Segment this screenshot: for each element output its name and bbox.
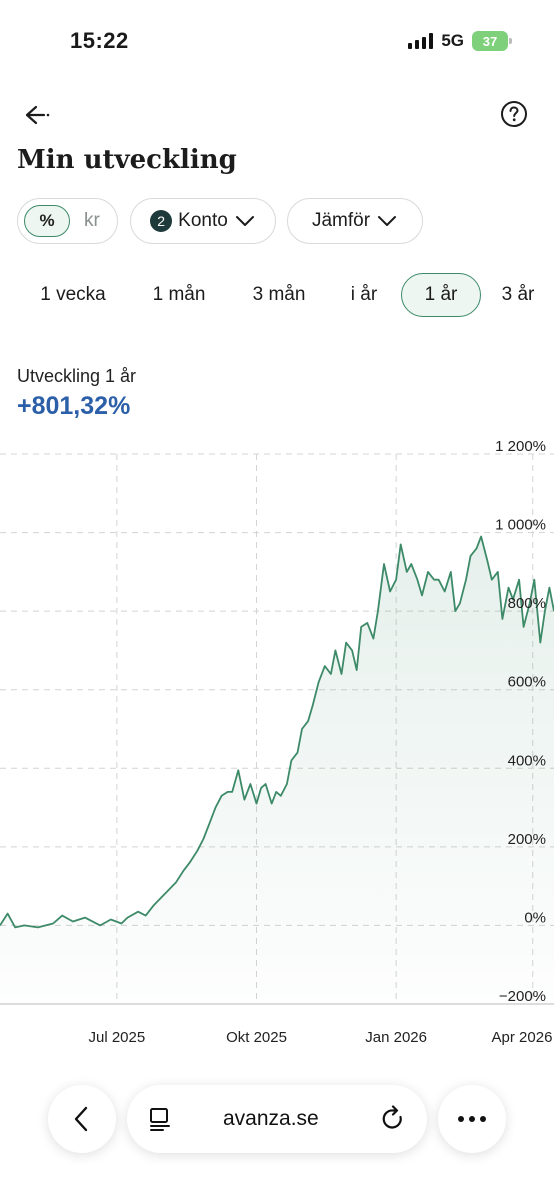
signal-icon [408, 33, 434, 49]
status-bar: 15:22 5G 37 [0, 0, 554, 80]
tab-i-ar[interactable]: i år [350, 284, 378, 305]
browser-url-bar[interactable]: avanza.se [127, 1085, 427, 1153]
konto-filter-button[interactable]: 2 Konto [130, 198, 276, 244]
page-title: Min utveckling [17, 145, 237, 175]
konto-count-badge: 2 [150, 210, 173, 232]
chart-area-fill [0, 536, 554, 1004]
more-horizontal-icon [458, 1116, 486, 1122]
reload-icon[interactable] [380, 1105, 406, 1133]
performance-chart[interactable]: 1 200% 1 000% 800% 600% 400% 200% 0% −200% Jul … [0, 430, 554, 1060]
y-tick-label: 1 200% [495, 438, 546, 455]
tab-3-ar[interactable]: 3 år [501, 284, 535, 305]
compare-label: Jämför [311, 210, 371, 231]
y-tick-label: 200% [508, 831, 546, 848]
unit-kr-option[interactable]: kr [84, 210, 100, 231]
arrow-left-icon [25, 105, 50, 125]
y-tick-label: 600% [508, 674, 546, 691]
x-tick-label: Jan 2026 [365, 1029, 427, 1046]
tab-1-ar[interactable]: 1 år [401, 273, 481, 317]
y-tick-label: 800% [508, 595, 546, 612]
help-button[interactable] [500, 100, 528, 128]
status-indicators: 5G 37 [408, 31, 512, 51]
tab-1-vecka[interactable]: 1 vecka [40, 284, 106, 305]
y-tick-label: 0% [524, 909, 546, 926]
chevron-left-icon [74, 1106, 88, 1132]
status-time: 15:22 [70, 28, 129, 53]
battery-icon: 37 [472, 31, 512, 51]
question-circle-icon [501, 101, 527, 127]
performance-value: +801,32% [17, 392, 131, 420]
more-options-button[interactable] [438, 1085, 506, 1153]
back-button[interactable] [20, 100, 54, 130]
unit-percent-option[interactable]: % [24, 205, 70, 237]
unit-toggle[interactable]: % kr [17, 198, 118, 244]
compare-button[interactable]: Jämför [287, 198, 423, 244]
konto-label: Konto [178, 210, 228, 231]
reader-mode-icon[interactable] [149, 1107, 173, 1131]
chevron-down-icon [235, 216, 254, 226]
tab-3-man[interactable]: 3 mån [252, 284, 306, 305]
x-tick-label: Apr 2026 [492, 1029, 553, 1046]
y-tick-label: 400% [508, 752, 546, 769]
network-type: 5G [441, 31, 464, 50]
chart-series-line [0, 535, 554, 929]
x-tick-label: Okt 2025 [226, 1029, 287, 1046]
y-tick-label: 1 000% [495, 517, 546, 534]
chevron-down-icon [378, 216, 397, 226]
url-text[interactable]: avanza.se [223, 1107, 319, 1130]
performance-label: Utveckling 1 år [17, 366, 137, 386]
browser-back-button[interactable] [48, 1085, 116, 1153]
tab-1-man[interactable]: 1 mån [152, 284, 206, 305]
battery-level: 37 [482, 33, 498, 49]
y-tick-label: −200% [499, 988, 546, 1005]
x-tick-label: Jul 2025 [89, 1029, 146, 1046]
